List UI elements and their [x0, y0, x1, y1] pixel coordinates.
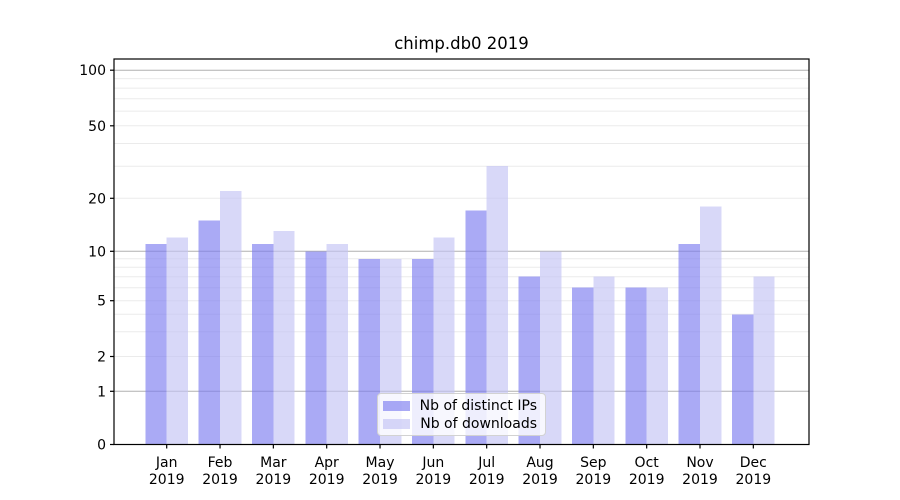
x-tick-label-aug: Aug 2019	[522, 455, 558, 488]
bar-distinct-ips-apr	[305, 251, 327, 445]
legend: Nb of distinct IPs Nb of downloads	[377, 393, 546, 436]
bar-distinct-ips-sep	[572, 287, 594, 445]
y-tick-label: 100	[79, 63, 106, 79]
y-tick-label: 5	[97, 294, 106, 310]
bar-downloads-jul	[486, 166, 508, 445]
y-tick-label: 2	[97, 350, 106, 366]
bar-downloads-jan	[166, 237, 188, 445]
x-tick-label-jan: Jan 2019	[149, 455, 185, 488]
legend-swatch-distinct-ips	[382, 400, 410, 411]
x-tick-label-feb: Feb 2019	[202, 455, 238, 488]
bar-distinct-ips-nov	[678, 244, 700, 445]
x-tick-label-oct: Oct 2019	[629, 455, 665, 488]
x-tick-label-sep: Sep 2019	[576, 455, 612, 488]
legend-label-distinct-ips: Nb of distinct IPs	[419, 397, 537, 414]
bar-distinct-ips-may	[358, 258, 381, 445]
x-tick-label-apr: Apr 2019	[309, 455, 345, 488]
y-tick-label: 0	[97, 438, 106, 454]
legend-row-distinct-ips: Nb of distinct IPs	[382, 397, 537, 414]
bar-distinct-ips-oct	[625, 287, 647, 445]
x-tick-label-jul: Jul 2019	[469, 455, 505, 488]
x-tick-label-mar: Mar 2019	[256, 455, 292, 488]
bar-downloads-dec	[753, 276, 775, 445]
bar-distinct-ips-feb	[198, 220, 221, 445]
x-tick-label-may: May 2019	[362, 455, 398, 488]
y-tick-label: 1	[97, 384, 106, 400]
bar-downloads-sep	[593, 276, 615, 445]
y-tick-label: 50	[88, 119, 106, 135]
bar-downloads-oct	[646, 287, 668, 445]
bar-downloads-mar	[273, 231, 295, 445]
bar-distinct-ips-jan	[145, 244, 167, 445]
bar-distinct-ips-dec	[732, 314, 754, 445]
x-tick-label-dec: Dec 2019	[736, 455, 772, 488]
x-tick-label-nov: Nov 2019	[682, 455, 718, 488]
legend-swatch-downloads	[383, 418, 411, 429]
y-tick-label: 20	[88, 191, 106, 207]
bar-downloads-feb	[220, 190, 242, 445]
bar-downloads-apr	[326, 244, 348, 445]
bar-distinct-ips-jul	[465, 210, 487, 445]
bar-distinct-ips-mar	[252, 244, 274, 445]
chart-title: chimp.db0 2019	[394, 34, 529, 53]
bar-downloads-nov	[700, 206, 722, 445]
x-tick-label-jun: Jun 2019	[416, 455, 452, 488]
legend-row-downloads: Nb of downloads	[383, 415, 537, 432]
y-tick-label: 10	[88, 244, 106, 260]
bar-downloads-jun	[433, 237, 455, 445]
legend-label-downloads: Nb of downloads	[420, 415, 537, 432]
